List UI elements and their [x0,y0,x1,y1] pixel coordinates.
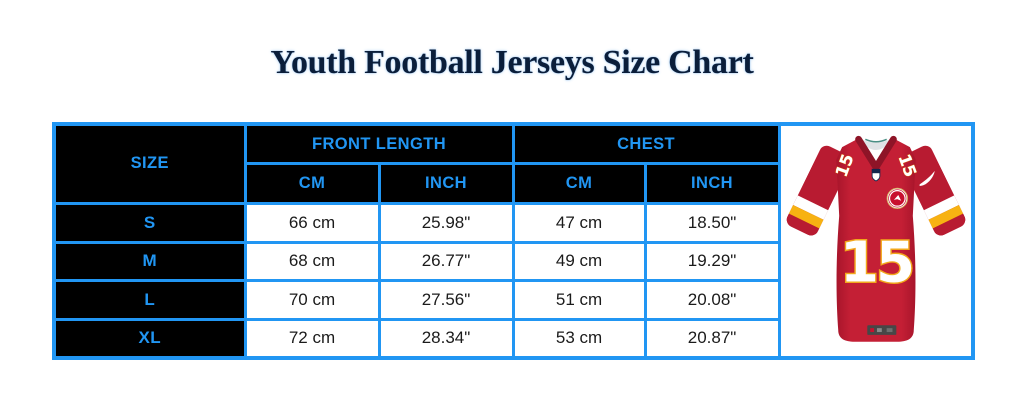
header-size: SIZE [52,122,247,205]
front-length-cm-value: 70 cm [243,279,381,321]
chiefs-patch-icon [886,187,908,210]
nike-swoosh-icon [919,170,935,186]
jock-tag [867,325,897,335]
jersey-image: 15 15 15 [781,126,972,356]
size-label: XL [52,317,247,360]
header-chest: CHEST [511,122,781,166]
front-length-cm-value: 68 cm [243,240,381,283]
chest-cm-value: 47 cm [511,201,647,244]
size-label: M [52,240,247,283]
jersey-photo-cell: 15 15 15 [777,122,975,360]
chest-cm-value: 49 cm [511,240,647,283]
table-row-m: M 68 cm 26.77" 49 cm 19.29" [52,240,973,283]
front-length-inch-value: 27.56" [377,279,515,321]
chest-inch-value: 20.08" [643,279,781,321]
header-front-inch: INCH [377,162,515,205]
collar-tag-line [864,138,887,143]
table-row-s: S 66 cm 25.98" 47 cm 18.50" [52,201,973,244]
front-length-inch-value: 28.34" [377,317,515,360]
table-row-xl: XL 72 cm 28.34" 53 cm 20.87" [52,317,973,360]
header-front-length: FRONT LENGTH [243,122,515,166]
size-chart-table: SIZE FRONT LENGTH CHEST [52,122,976,360]
chest-cm-value: 53 cm [511,317,647,360]
page-title: Youth Football Jerseys Size Chart [270,44,754,81]
left-sleeve [783,143,854,239]
nfl-shield-icon [871,168,881,182]
red-jersey-graphic: 15 15 15 [783,135,968,342]
chest-inch-value: 20.87" [643,317,781,360]
front-length-inch-value: 25.98" [377,201,515,244]
header-chest-inch: INCH [643,162,781,205]
right-sleeve [898,143,968,239]
table-row-l: L 70 cm 27.56" 51 cm 20.08" [52,279,973,321]
size-label: L [52,279,247,321]
front-length-cm-value: 66 cm [243,201,381,244]
chest-inch-value: 19.29" [643,240,781,283]
header-chest-cm: CM [511,162,647,205]
header-front-cm: CM [243,162,381,205]
front-length-cm-value: 72 cm [243,317,381,360]
size-label: S [52,201,247,244]
chest-inch-value: 18.50" [643,201,781,244]
jersey-number-front: 15 [840,231,912,296]
front-length-inch-value: 26.77" [377,240,515,283]
v-neck-collar [854,135,897,171]
chest-cm-value: 51 cm [511,279,647,321]
